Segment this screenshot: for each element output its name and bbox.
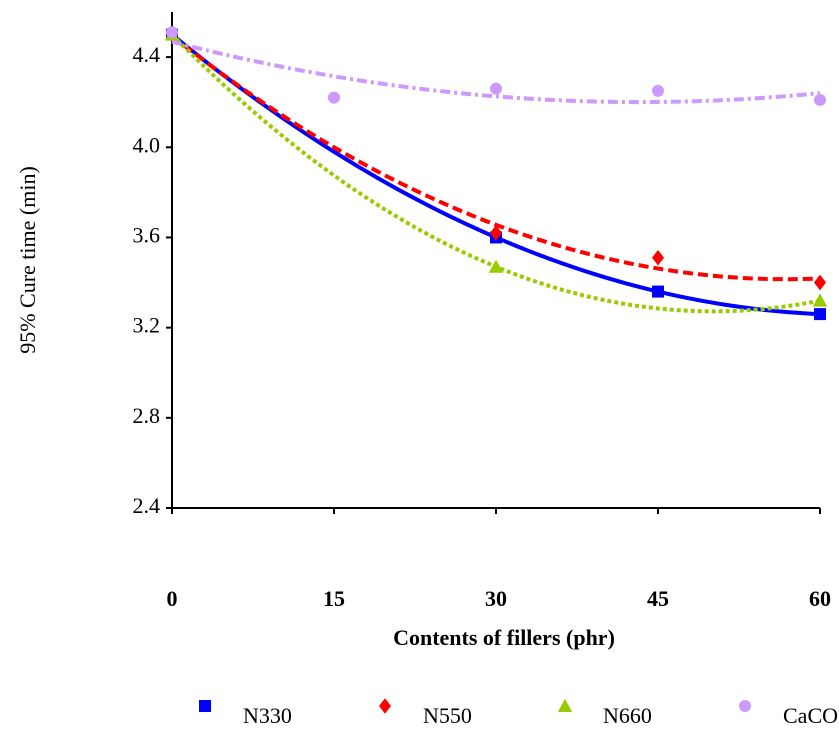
x-tick-label: 0 bbox=[167, 586, 178, 611]
legend-marker bbox=[557, 698, 573, 712]
y-tick-label: 2.4 bbox=[133, 493, 161, 518]
trend-line bbox=[170, 34, 821, 282]
marker bbox=[166, 26, 178, 39]
y-tick-label: 3.6 bbox=[133, 223, 161, 248]
legend-label: N550 bbox=[423, 703, 472, 727]
x-tick-label: 30 bbox=[485, 586, 507, 611]
y-tick-label: 4.0 bbox=[133, 132, 161, 157]
marker bbox=[652, 285, 664, 298]
marker bbox=[814, 93, 826, 106]
y-tick-label: 2.8 bbox=[133, 403, 161, 428]
y-axis-title: 95% Cure time (min) bbox=[15, 166, 40, 354]
trend-line bbox=[171, 39, 821, 105]
legend-marker bbox=[199, 700, 211, 712]
marker bbox=[652, 84, 664, 97]
marker bbox=[490, 225, 502, 241]
marker bbox=[814, 274, 826, 291]
marker bbox=[814, 308, 826, 321]
marker bbox=[328, 91, 340, 104]
marker bbox=[812, 293, 828, 307]
legend-marker bbox=[379, 698, 391, 714]
legend-label: N330 bbox=[243, 703, 292, 727]
legend-label: CaCO3 bbox=[783, 703, 839, 727]
x-tick-label: 45 bbox=[647, 586, 669, 611]
x-axis-title: Contents of fillers (phr) bbox=[393, 625, 615, 650]
x-tick-label: 15 bbox=[323, 586, 345, 611]
x-tick-label: 60 bbox=[809, 586, 831, 611]
marker bbox=[652, 249, 664, 266]
marker bbox=[488, 259, 504, 273]
legend-label: N660 bbox=[603, 703, 652, 727]
y-tick-label: 4.4 bbox=[133, 42, 161, 67]
y-tick-label: 3.2 bbox=[133, 313, 161, 338]
marker bbox=[490, 82, 502, 95]
legend-marker bbox=[739, 700, 751, 712]
